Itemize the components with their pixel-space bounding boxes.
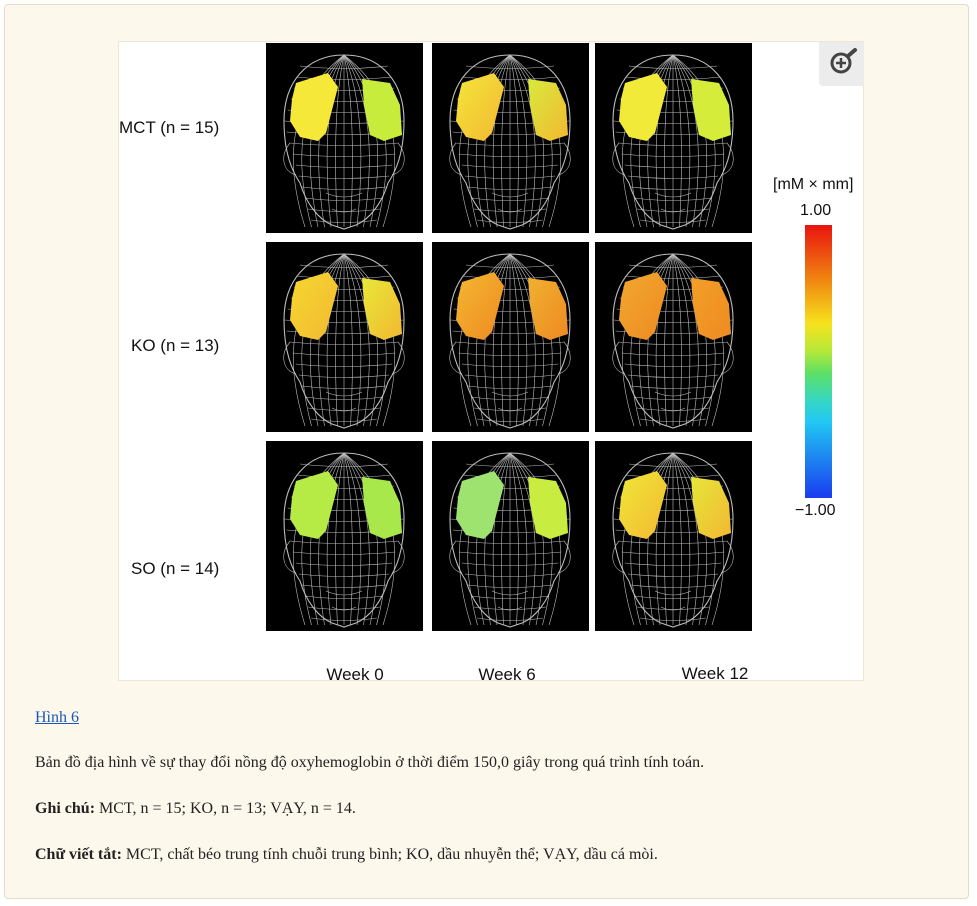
oxyhb-right-region: [528, 79, 568, 141]
brain-map-mct-week12: [595, 43, 752, 233]
figure-link[interactable]: Hình 6: [35, 709, 79, 726]
oxyhb-right-region: [691, 278, 731, 340]
oxyhb-left-region: [619, 272, 667, 340]
oxyhb-left-region: [456, 73, 504, 141]
oxyhb-right-region: [362, 278, 402, 340]
zoom-button[interactable]: [819, 42, 864, 86]
col-label-week0: Week 0: [326, 665, 384, 684]
oxyhb-left-region: [619, 471, 667, 539]
oxyhb-right-region: [528, 477, 568, 539]
oxyhb-right-region: [691, 477, 731, 539]
caption-description: Bản đồ địa hình về sự thay đổi nồng độ o…: [35, 754, 705, 771]
brain-map-so-week0: [266, 441, 423, 631]
zoom-in-icon[interactable]: [819, 42, 864, 86]
brain-map-ko-week12: [595, 242, 752, 432]
oxyhb-left-region: [290, 73, 338, 141]
brain-map-so-week12: [595, 441, 752, 631]
colorbar-unit: [mM × mm]: [773, 176, 854, 193]
abbr-text: MCT, chất béo trung tính chuỗi trung bìn…: [121, 846, 658, 863]
row-label-ko: KO (n = 13): [131, 336, 220, 355]
article-card: MCT (n = 15) KO (n = 13) SO (n = 14) Wee…: [4, 4, 969, 899]
figure-image[interactable]: MCT (n = 15) KO (n = 13) SO (n = 14) Wee…: [118, 41, 864, 684]
oxyhb-left-region: [290, 471, 338, 539]
oxyhb-right-region: [362, 79, 402, 141]
caption-note: Ghi chú: MCT, n = 15; KO, n = 13; VẠY, n…: [35, 800, 356, 818]
oxyhb-right-region: [691, 79, 731, 141]
brain-map-mct-week0: [266, 43, 423, 233]
abbr-label: Chữ viết tắt:: [35, 846, 122, 863]
colorbar-min: −1.00: [795, 502, 836, 519]
brain-map-mct-week6: [432, 43, 589, 233]
oxyhb-right-region: [362, 477, 402, 539]
oxyhb-left-region: [456, 272, 504, 340]
brain-map-ko-week6: [432, 242, 589, 432]
caption-abbreviations: Chữ viết tắt: MCT, chất béo trung tính c…: [35, 846, 658, 864]
note-text: MCT, n = 15; KO, n = 13; VẠY, n = 14.: [95, 800, 356, 817]
brain-map-ko-week0: [266, 242, 423, 432]
row-label-so: SO (n = 14): [131, 559, 220, 578]
col-label-week6: Week 6: [478, 665, 536, 684]
row-label-mct: MCT (n = 15): [119, 118, 220, 137]
oxyhb-left-region: [619, 73, 667, 141]
colorbar-max: 1.00: [800, 202, 832, 219]
oxyhb-left-region: [456, 471, 504, 539]
col-label-week12: Week 12: [681, 664, 749, 683]
brain-map-so-week6: [432, 441, 589, 631]
oxyhb-left-region: [290, 272, 338, 340]
oxyhb-right-region: [528, 278, 568, 340]
colorbar: [805, 225, 832, 498]
note-label: Ghi chú:: [35, 800, 96, 817]
